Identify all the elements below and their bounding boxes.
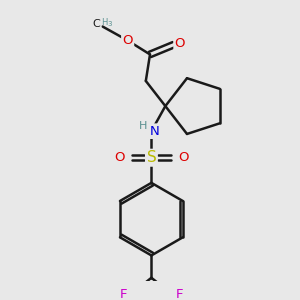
Text: 3: 3	[107, 21, 112, 27]
Text: O: O	[122, 34, 133, 47]
Text: C: C	[92, 19, 100, 29]
Text: O: O	[175, 37, 185, 50]
Text: O: O	[114, 151, 124, 164]
Text: F: F	[120, 288, 127, 300]
Text: O: O	[178, 151, 189, 164]
Text: H: H	[102, 18, 108, 27]
Text: S: S	[146, 150, 156, 165]
Text: H: H	[139, 121, 147, 131]
Text: F: F	[176, 288, 183, 300]
Text: N: N	[150, 125, 160, 138]
